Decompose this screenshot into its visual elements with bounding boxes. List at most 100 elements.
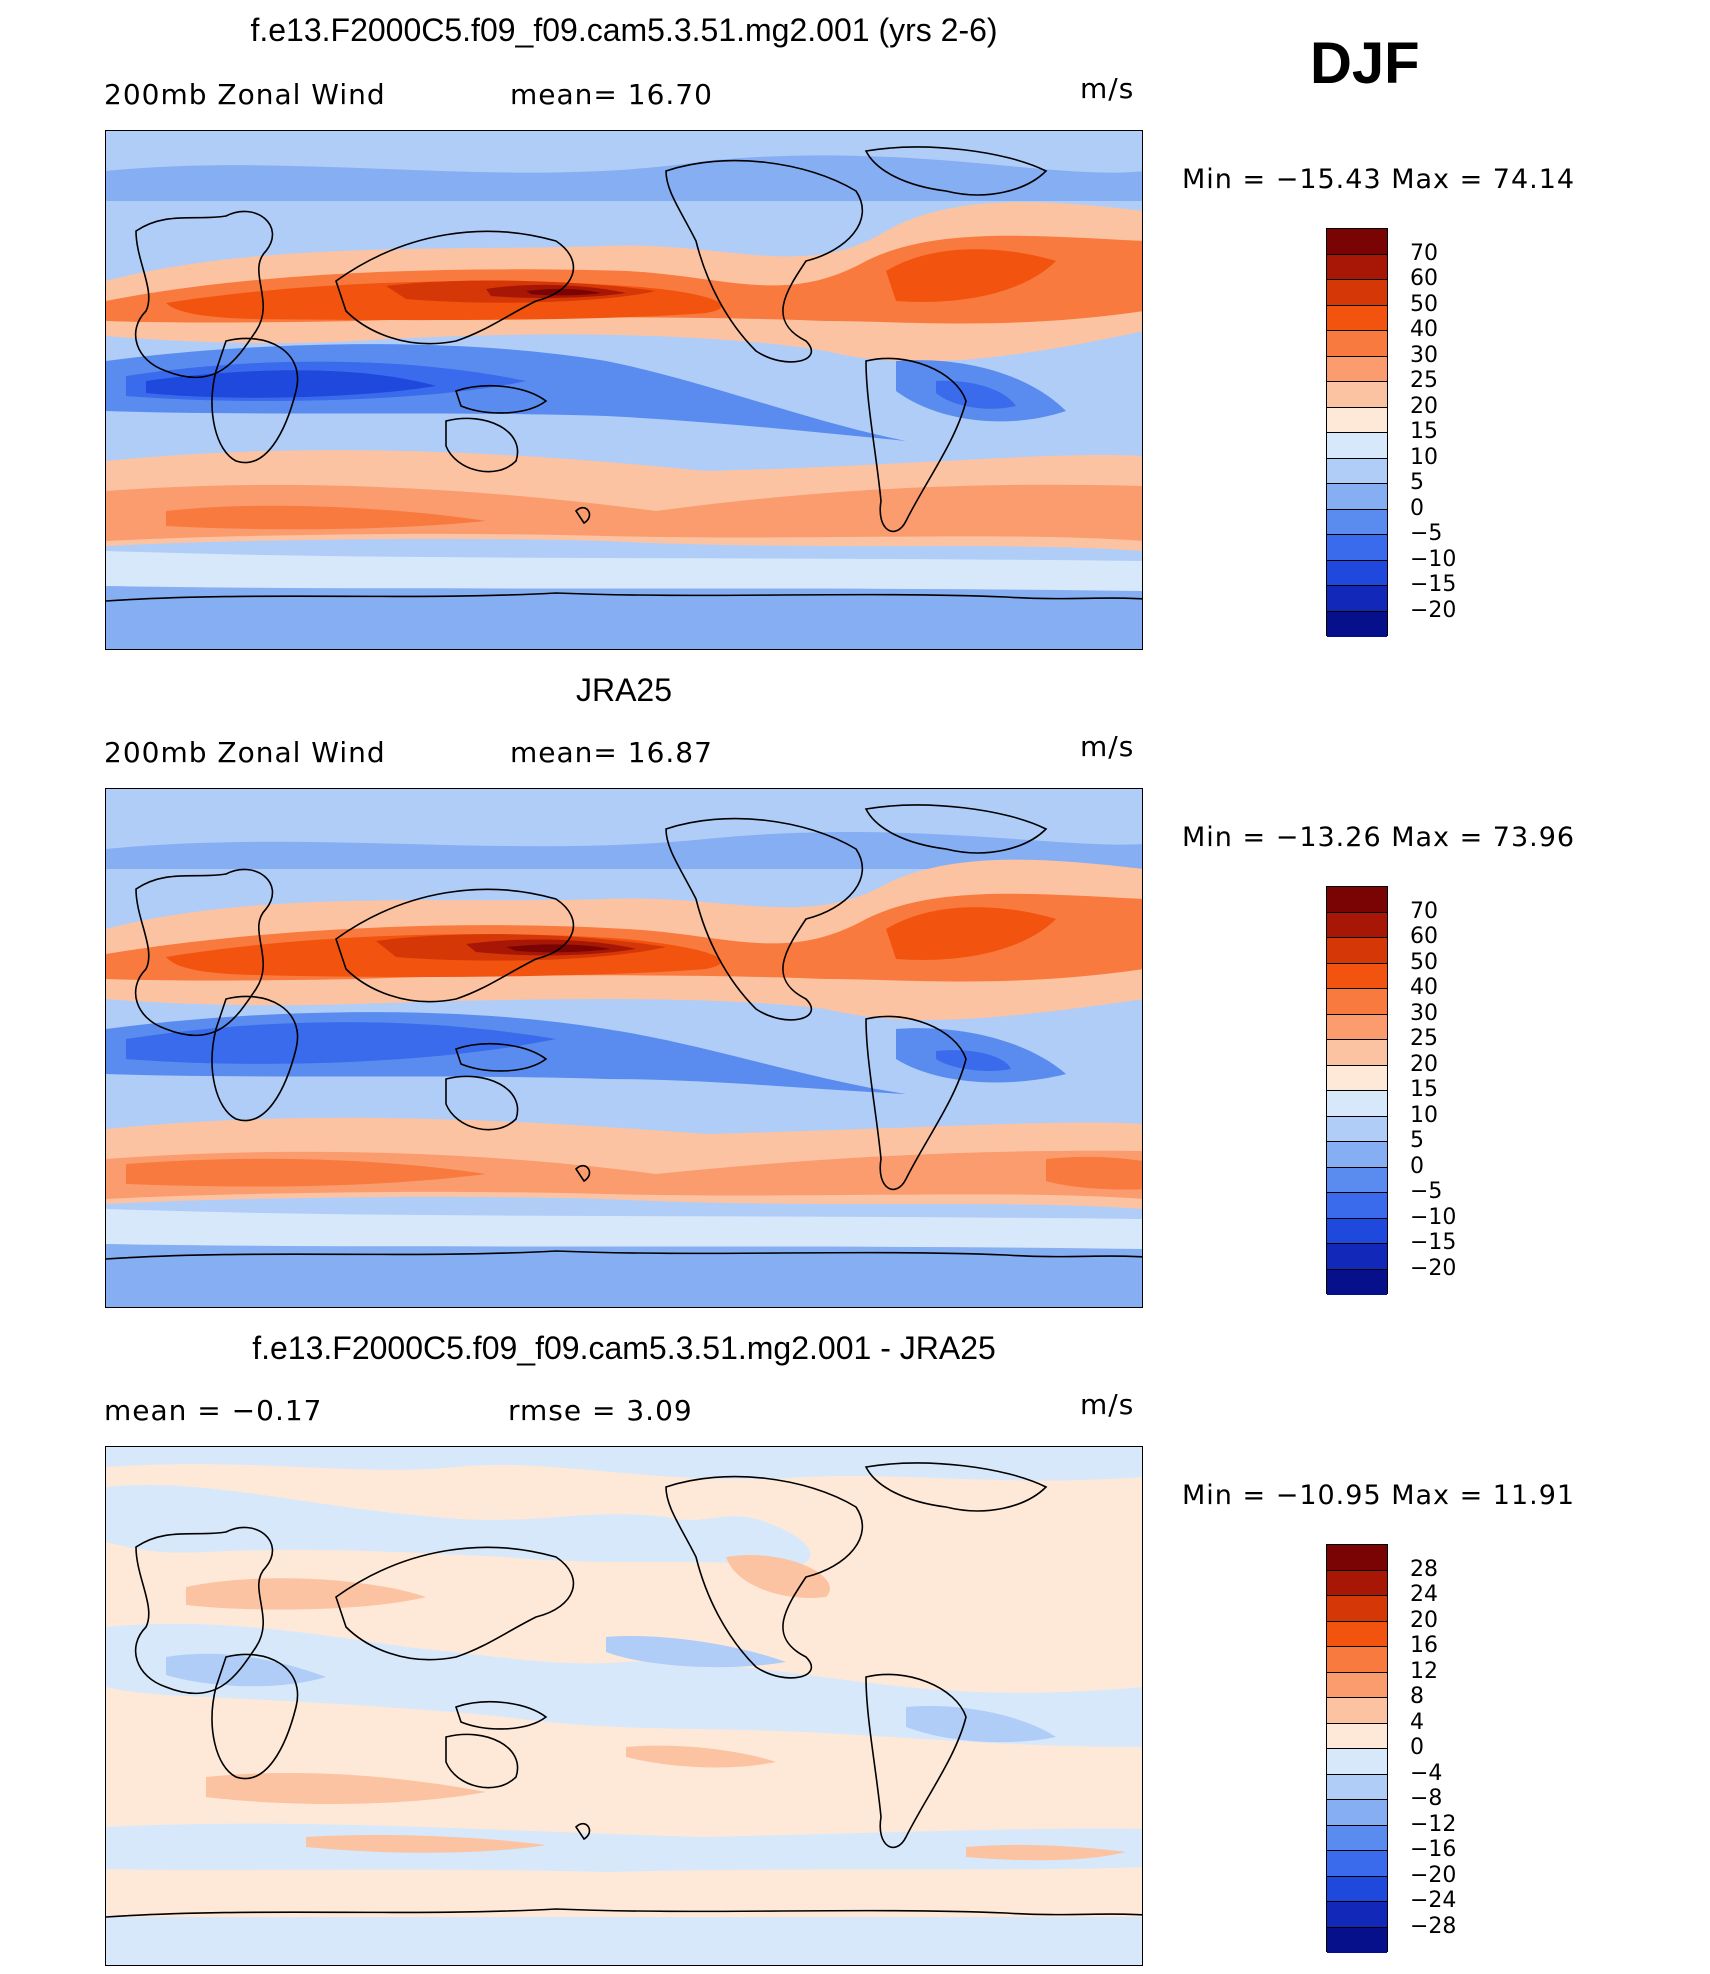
panel1-variable-label: 200mb Zonal Wind xyxy=(104,78,386,111)
colorbar-swatch xyxy=(1327,1672,1387,1698)
colorbar-swatch xyxy=(1327,611,1387,637)
colorbar-swatch xyxy=(1327,484,1387,510)
colorbar-swatch xyxy=(1327,1876,1387,1902)
colorbar-tick-label: 60 xyxy=(1410,266,1438,291)
panel2-mean-label: mean= 16.87 xyxy=(510,736,713,769)
panel1-contour-field xyxy=(106,131,1142,649)
colorbar-tick-label: −20 xyxy=(1410,1255,1457,1281)
colorbar-tick-label: 0 xyxy=(1410,1735,1424,1760)
colorbar-tick-label: 70 xyxy=(1410,898,1438,924)
colorbar-swatch xyxy=(1327,280,1387,306)
panel3-mean-label: mean = −0.17 xyxy=(104,1394,323,1427)
colorbar-tick-label: 70 xyxy=(1410,240,1438,266)
colorbar-swatch xyxy=(1327,1647,1387,1673)
colorbar-swatch xyxy=(1327,407,1387,433)
colorbar-swatch xyxy=(1327,1851,1387,1877)
colorbar-tick-label: 15 xyxy=(1410,419,1438,444)
colorbar-swatch xyxy=(1327,1142,1387,1168)
colorbar-swatch xyxy=(1327,535,1387,561)
colorbar-swatch xyxy=(1327,1269,1387,1295)
colorbar-swatch xyxy=(1327,963,1387,989)
colorbar-tick-label: 10 xyxy=(1410,1102,1438,1128)
colorbar-swatch xyxy=(1327,509,1387,535)
colorbar-swatch xyxy=(1327,356,1387,382)
colorbar-tick-label: 5 xyxy=(1410,470,1424,495)
panel3-rmse-label: rmse = 3.09 xyxy=(508,1394,693,1427)
colorbar-tick-label: −20 xyxy=(1410,597,1457,623)
panel3-title: f.e13.F2000C5.f09_f09.cam5.3.51.mg2.001 … xyxy=(252,1330,996,1366)
colorbar-swatch xyxy=(1327,938,1387,964)
colorbar-tick-label: 0 xyxy=(1410,495,1424,521)
colorbar-swatch xyxy=(1327,1825,1387,1851)
colorbar-tick-label: 10 xyxy=(1410,444,1438,470)
season-label: DJF xyxy=(1310,31,1420,96)
panel3-contour-field xyxy=(106,1447,1142,1965)
colorbar-swatch xyxy=(1327,887,1387,913)
colorbar-swatch xyxy=(1327,560,1387,586)
panel3-units: m/s xyxy=(1080,1388,1135,1421)
colorbar-swatch xyxy=(1327,1244,1387,1270)
colorbar-tick-label: 5 xyxy=(1410,1128,1424,1153)
colorbar-swatch xyxy=(1327,1621,1387,1647)
panel2-contour-field xyxy=(106,789,1142,1307)
colorbar-swatch xyxy=(1327,1014,1387,1040)
colorbar-swatch xyxy=(1327,1723,1387,1749)
panel1-map xyxy=(105,130,1143,650)
colorbar-tick-label: −10 xyxy=(1410,1204,1457,1230)
panel1-colorbar-swatches xyxy=(1326,228,1388,637)
colorbar-tick-label: 20 xyxy=(1410,1607,1438,1633)
colorbar-swatch xyxy=(1327,912,1387,938)
colorbar-tick-label: −28 xyxy=(1410,1913,1457,1939)
colorbar-swatch xyxy=(1327,1698,1387,1724)
panel1-title: f.e13.F2000C5.f09_f09.cam5.3.51.mg2.001 … xyxy=(250,12,998,48)
panel2-colorbar-swatches xyxy=(1326,886,1388,1295)
colorbar-tick-label: −5 xyxy=(1410,521,1443,546)
colorbar-swatch xyxy=(1327,433,1387,459)
colorbar-tick-label: −15 xyxy=(1410,572,1457,597)
colorbar-swatch xyxy=(1327,1040,1387,1066)
colorbar-tick-label: 60 xyxy=(1410,924,1438,949)
colorbar-tick-label: 40 xyxy=(1410,975,1438,1000)
panel2-minmax: Min = −13.26 Max = 73.96 xyxy=(1182,822,1576,853)
panel2-title: JRA25 xyxy=(575,672,673,708)
panel1-minmax: Min = −15.43 Max = 74.14 xyxy=(1182,164,1576,195)
colorbar-tick-label: 50 xyxy=(1410,291,1438,317)
colorbar-swatch xyxy=(1327,1116,1387,1142)
colorbar-tick-label: −20 xyxy=(1410,1862,1457,1888)
colorbar-tick-label: 40 xyxy=(1410,317,1438,342)
panel2-map xyxy=(105,788,1143,1308)
colorbar-tick-label: 20 xyxy=(1410,393,1438,419)
colorbar-swatch xyxy=(1327,586,1387,612)
colorbar-swatch xyxy=(1327,1749,1387,1775)
panel2-units: m/s xyxy=(1080,730,1135,763)
colorbar-tick-label: −24 xyxy=(1410,1888,1457,1913)
panel2-variable-label: 200mb Zonal Wind xyxy=(104,736,386,769)
colorbar-swatch xyxy=(1327,254,1387,280)
colorbar-tick-label: −4 xyxy=(1410,1760,1443,1786)
colorbar-swatch xyxy=(1327,1065,1387,1091)
colorbar-tick-label: 4 xyxy=(1410,1709,1424,1735)
colorbar-tick-label: 24 xyxy=(1410,1582,1438,1607)
colorbar-swatch xyxy=(1327,1193,1387,1219)
colorbar-swatch xyxy=(1327,1218,1387,1244)
colorbar-swatch xyxy=(1327,1596,1387,1622)
colorbar-tick-label: 0 xyxy=(1410,1153,1424,1179)
colorbar-tick-label: −16 xyxy=(1410,1837,1457,1862)
panel3-colorbar-swatches xyxy=(1326,1544,1388,1953)
colorbar-tick-label: 30 xyxy=(1410,1000,1438,1026)
colorbar-swatch xyxy=(1327,458,1387,484)
colorbar-swatch xyxy=(1327,989,1387,1015)
colorbar-tick-label: 28 xyxy=(1410,1556,1438,1582)
colorbar-tick-label: 20 xyxy=(1410,1051,1438,1077)
colorbar-tick-label: 12 xyxy=(1410,1658,1438,1684)
colorbar-tick-label: 50 xyxy=(1410,949,1438,975)
colorbar-swatch xyxy=(1327,1167,1387,1193)
colorbar-tick-label: 30 xyxy=(1410,342,1438,368)
colorbar-swatch xyxy=(1327,1902,1387,1928)
panel3-minmax: Min = −10.95 Max = 11.91 xyxy=(1182,1480,1576,1511)
colorbar-swatch xyxy=(1327,305,1387,331)
colorbar-tick-label: −10 xyxy=(1410,546,1457,572)
panel1-units: m/s xyxy=(1080,72,1135,105)
colorbar-swatch xyxy=(1327,1570,1387,1596)
panel3-map xyxy=(105,1446,1143,1966)
